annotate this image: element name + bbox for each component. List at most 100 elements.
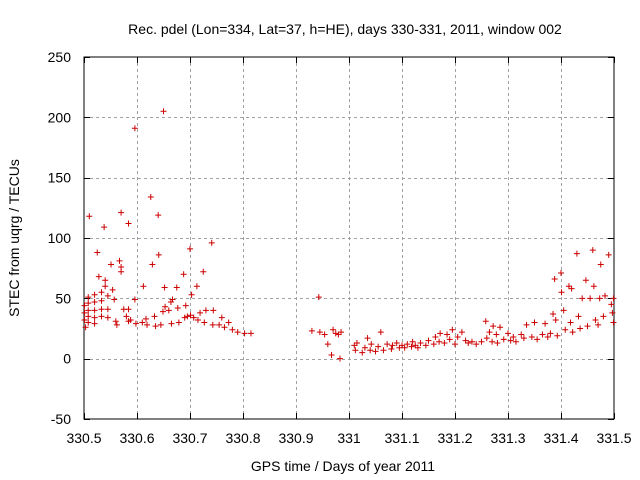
data-point <box>353 339 360 346</box>
data-point <box>102 277 109 284</box>
data-point <box>104 314 111 321</box>
data-point <box>187 245 193 252</box>
data-point <box>510 333 517 340</box>
data-point <box>444 331 451 338</box>
y-tick-label: 100 <box>48 230 72 246</box>
data-point <box>425 337 432 344</box>
data-point <box>112 318 119 325</box>
data-point <box>144 321 151 328</box>
data-point <box>81 302 88 309</box>
data-point <box>81 317 88 324</box>
data-point <box>608 301 615 308</box>
data-point <box>579 295 586 302</box>
data-point <box>375 343 382 350</box>
chart-title: Rec. pdel (Lon=334, Lat=37, h=HE), days … <box>128 21 562 37</box>
data-point <box>414 344 421 351</box>
data-point <box>544 333 551 340</box>
data-point <box>116 257 123 264</box>
data-point <box>359 349 366 356</box>
data-point <box>160 108 167 115</box>
data-point <box>91 314 98 321</box>
data-point <box>98 313 105 320</box>
data-point <box>568 285 575 292</box>
x-tick-label: 331.1 <box>384 430 419 446</box>
data-point <box>208 239 215 246</box>
data-point <box>98 289 105 296</box>
data-point <box>216 321 223 328</box>
data-point <box>143 315 150 322</box>
x-tick-label: 331.3 <box>490 430 525 446</box>
data-point <box>104 306 111 313</box>
data-point <box>554 332 561 339</box>
data-point <box>452 341 458 348</box>
x-tick-label: 330.7 <box>172 430 207 446</box>
axis-ticks <box>84 57 615 420</box>
data-point <box>595 321 602 328</box>
data-point <box>147 193 154 200</box>
data-point <box>247 330 254 337</box>
data-point <box>157 321 164 328</box>
data-point <box>197 309 204 316</box>
data-point <box>505 330 511 337</box>
data-point <box>582 277 589 284</box>
data-point <box>315 294 322 301</box>
data-point <box>408 343 415 350</box>
data-point <box>520 335 527 342</box>
x-tick-labels: 330.5 330.6 330.7 330.8 330.9 331 331.1 331.2 33… <box>66 430 631 446</box>
x-tick-label: 331.2 <box>437 430 472 446</box>
data-point <box>422 342 429 349</box>
data-point <box>190 314 197 321</box>
data-point <box>162 303 169 310</box>
data-point <box>449 326 456 333</box>
data-point <box>610 295 617 302</box>
data-point <box>81 309 88 316</box>
data-points <box>81 108 617 362</box>
data-point <box>221 324 228 331</box>
data-point <box>560 307 567 314</box>
data-point <box>404 341 411 348</box>
data-point <box>384 341 391 348</box>
data-point <box>436 338 443 345</box>
data-point <box>584 323 591 330</box>
data-point <box>437 330 444 337</box>
data-point <box>542 320 549 327</box>
data-point <box>218 314 225 321</box>
data-point <box>465 339 472 346</box>
data-point <box>316 329 323 336</box>
data-point <box>173 284 180 291</box>
data-point <box>417 339 424 346</box>
data-point <box>123 313 130 320</box>
data-point <box>201 319 208 326</box>
data-point <box>181 314 188 321</box>
data-point <box>600 313 607 320</box>
data-point <box>98 306 105 313</box>
data-point <box>547 330 554 337</box>
data-point <box>473 341 480 348</box>
data-point <box>338 329 345 336</box>
data-point <box>95 273 102 280</box>
data-point <box>202 307 209 314</box>
data-point <box>109 286 116 293</box>
data-point <box>534 336 541 343</box>
x-tick-label: 331 <box>337 430 361 446</box>
data-point <box>377 329 384 336</box>
x-tick-label: 330.5 <box>66 430 101 446</box>
data-point <box>210 307 217 314</box>
data-point <box>518 331 525 338</box>
data-point <box>193 283 200 290</box>
x-tick-label: 331.4 <box>543 430 578 446</box>
data-point <box>321 331 328 338</box>
data-point <box>523 321 530 328</box>
x-tick-label: 330.8 <box>225 430 260 446</box>
data-point <box>91 320 98 327</box>
data-point <box>380 347 387 354</box>
data-point <box>174 304 181 311</box>
data-point <box>458 329 465 336</box>
data-point <box>569 329 576 336</box>
data-point <box>324 341 331 348</box>
data-point <box>91 298 98 305</box>
data-point <box>454 333 461 340</box>
data-point <box>507 337 514 344</box>
data-point <box>140 283 147 290</box>
data-point <box>478 338 485 345</box>
